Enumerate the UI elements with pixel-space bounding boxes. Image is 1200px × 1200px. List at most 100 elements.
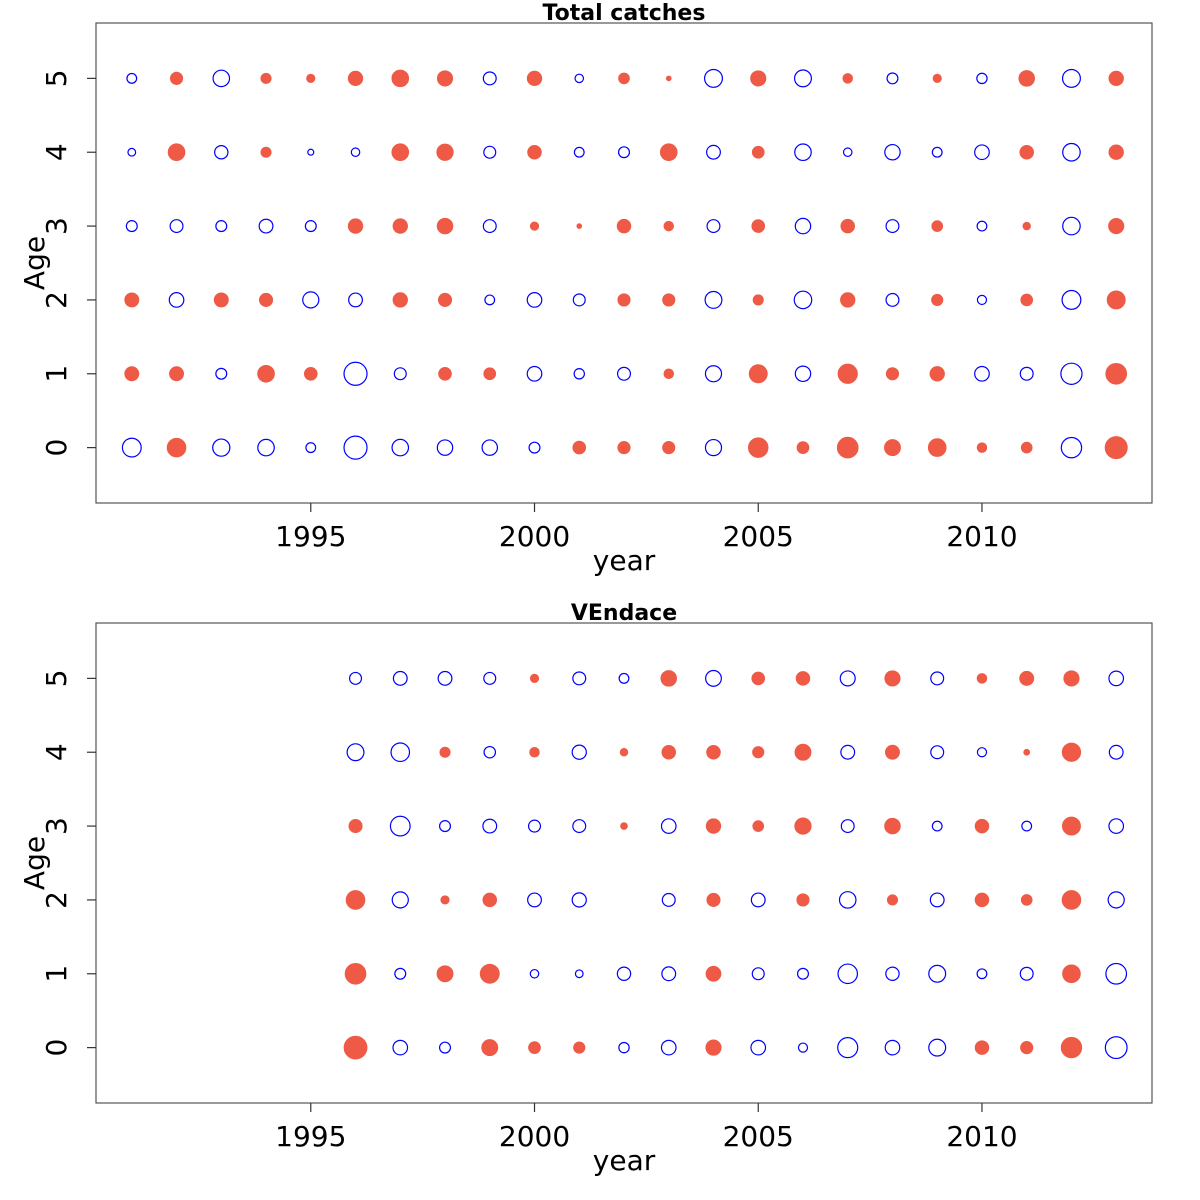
positive-residual-bubble [794, 743, 812, 761]
y-tick-label: 0 [40, 439, 73, 457]
positive-residual-bubble [747, 437, 769, 458]
negative-residual-bubble [793, 69, 812, 88]
positive-residual-bubble [576, 223, 583, 229]
negative-residual-bubble [705, 669, 722, 687]
negative-residual-bubble [750, 1039, 767, 1056]
negative-residual-bubble [437, 670, 453, 686]
positive-residual-bubble [705, 1039, 722, 1056]
negative-residual-bubble [526, 292, 543, 308]
positive-residual-bubble [706, 892, 721, 907]
y-tick-label: 1 [40, 965, 73, 983]
positive-residual-bubble [1061, 816, 1081, 836]
positive-residual-bubble [1105, 362, 1128, 385]
positive-residual-bubble [437, 292, 453, 307]
x-tick-label: 1995 [275, 520, 346, 553]
positive-residual-bubble [884, 439, 901, 457]
negative-residual-bubble [661, 966, 677, 982]
positive-residual-bubble [752, 746, 765, 759]
negative-residual-bubble [884, 143, 901, 161]
y-tick-label: 0 [40, 1039, 73, 1057]
positive-residual-bubble [483, 367, 497, 381]
positive-residual-bubble [796, 441, 810, 454]
negative-residual-bubble [884, 1039, 901, 1056]
negative-residual-bubble [258, 218, 274, 234]
positive-residual-bubble [529, 746, 540, 758]
negative-residual-bubble [302, 291, 320, 309]
negative-residual-bubble [121, 437, 142, 458]
negative-residual-bubble [976, 220, 988, 232]
positive-residual-bubble [884, 670, 901, 687]
negative-residual-bubble [931, 820, 943, 832]
negative-residual-bubble [391, 438, 410, 457]
negative-residual-bubble [928, 1038, 947, 1057]
negative-residual-bubble [974, 365, 990, 382]
negative-residual-bubble [706, 219, 721, 234]
positive-residual-bubble [124, 292, 140, 308]
positive-residual-bubble [619, 748, 629, 757]
x-axis-label: year [593, 544, 656, 577]
positive-residual-bubble [837, 363, 858, 384]
positive-residual-bubble [929, 366, 945, 382]
negative-residual-bubble [885, 292, 900, 307]
positive-residual-bubble [884, 817, 901, 835]
positive-residual-bubble [976, 673, 988, 684]
negative-residual-bubble [348, 671, 363, 685]
negative-residual-bubble [348, 292, 363, 308]
negative-residual-bubble [571, 892, 587, 908]
negative-residual-bubble [837, 1037, 859, 1059]
negative-residual-bubble [794, 143, 812, 162]
x-tick-label: 1995 [275, 1120, 346, 1153]
negative-residual-bubble [529, 968, 540, 979]
positive-residual-bubble [974, 818, 990, 834]
positive-residual-bubble [436, 70, 454, 87]
negative-residual-bubble [571, 744, 587, 760]
negative-residual-bubble [886, 72, 899, 85]
negative-residual-bubble [393, 367, 407, 381]
negative-residual-bubble [976, 747, 988, 758]
negative-residual-bubble [527, 892, 542, 908]
negative-residual-bubble [169, 219, 184, 234]
negative-residual-bubble [212, 438, 231, 457]
negative-residual-bubble [616, 966, 632, 982]
positive-residual-bubble [529, 221, 540, 231]
negative-residual-bubble [704, 365, 723, 383]
x-tick-label: 2005 [723, 1120, 794, 1153]
positive-residual-bubble [750, 70, 767, 87]
positive-residual-bubble [885, 367, 900, 381]
positive-residual-bubble [1018, 70, 1035, 87]
positive-residual-bubble [752, 294, 764, 306]
negative-residual-bubble [392, 670, 408, 686]
positive-residual-bubble [303, 366, 318, 381]
positive-residual-bubble [748, 364, 768, 384]
positive-residual-bubble [348, 819, 363, 834]
positive-residual-bubble [885, 744, 900, 760]
panel-total-catches: Total catches 1995 2000 2005 2010 0 1 2 3 4 5 ye… [18, 1, 1153, 577]
positive-residual-bubble [391, 143, 410, 162]
negative-residual-bubble [343, 435, 368, 460]
negative-residual-bubble [126, 72, 138, 84]
negative-residual-bubble [438, 1041, 452, 1054]
negative-residual-bubble [215, 220, 228, 233]
negative-residual-bubble [842, 147, 853, 158]
negative-residual-bubble [389, 815, 411, 837]
x-tick-label: 2010 [946, 520, 1017, 553]
negative-residual-bubble [885, 966, 900, 982]
positive-residual-bubble [528, 1041, 541, 1054]
positive-residual-bubble [836, 436, 859, 459]
negative-residual-bubble [1104, 1036, 1128, 1060]
positive-residual-bubble [794, 817, 812, 835]
positive-residual-bubble [931, 220, 944, 232]
plot-frame [95, 622, 1153, 1104]
negative-residual-bubble [215, 367, 228, 380]
positive-residual-bubble [974, 1040, 990, 1055]
x-axis-label: year [593, 1144, 656, 1177]
negative-residual-bubble [929, 892, 945, 908]
positive-residual-bubble [751, 671, 766, 686]
positive-residual-bubble [392, 218, 408, 234]
negative-residual-bubble [794, 365, 812, 383]
positive-residual-bubble [391, 69, 410, 88]
positive-residual-bubble [438, 366, 452, 381]
negative-residual-bubble [1060, 362, 1083, 385]
x-tick-label: 2000 [499, 520, 570, 553]
positive-residual-bubble [661, 744, 677, 760]
